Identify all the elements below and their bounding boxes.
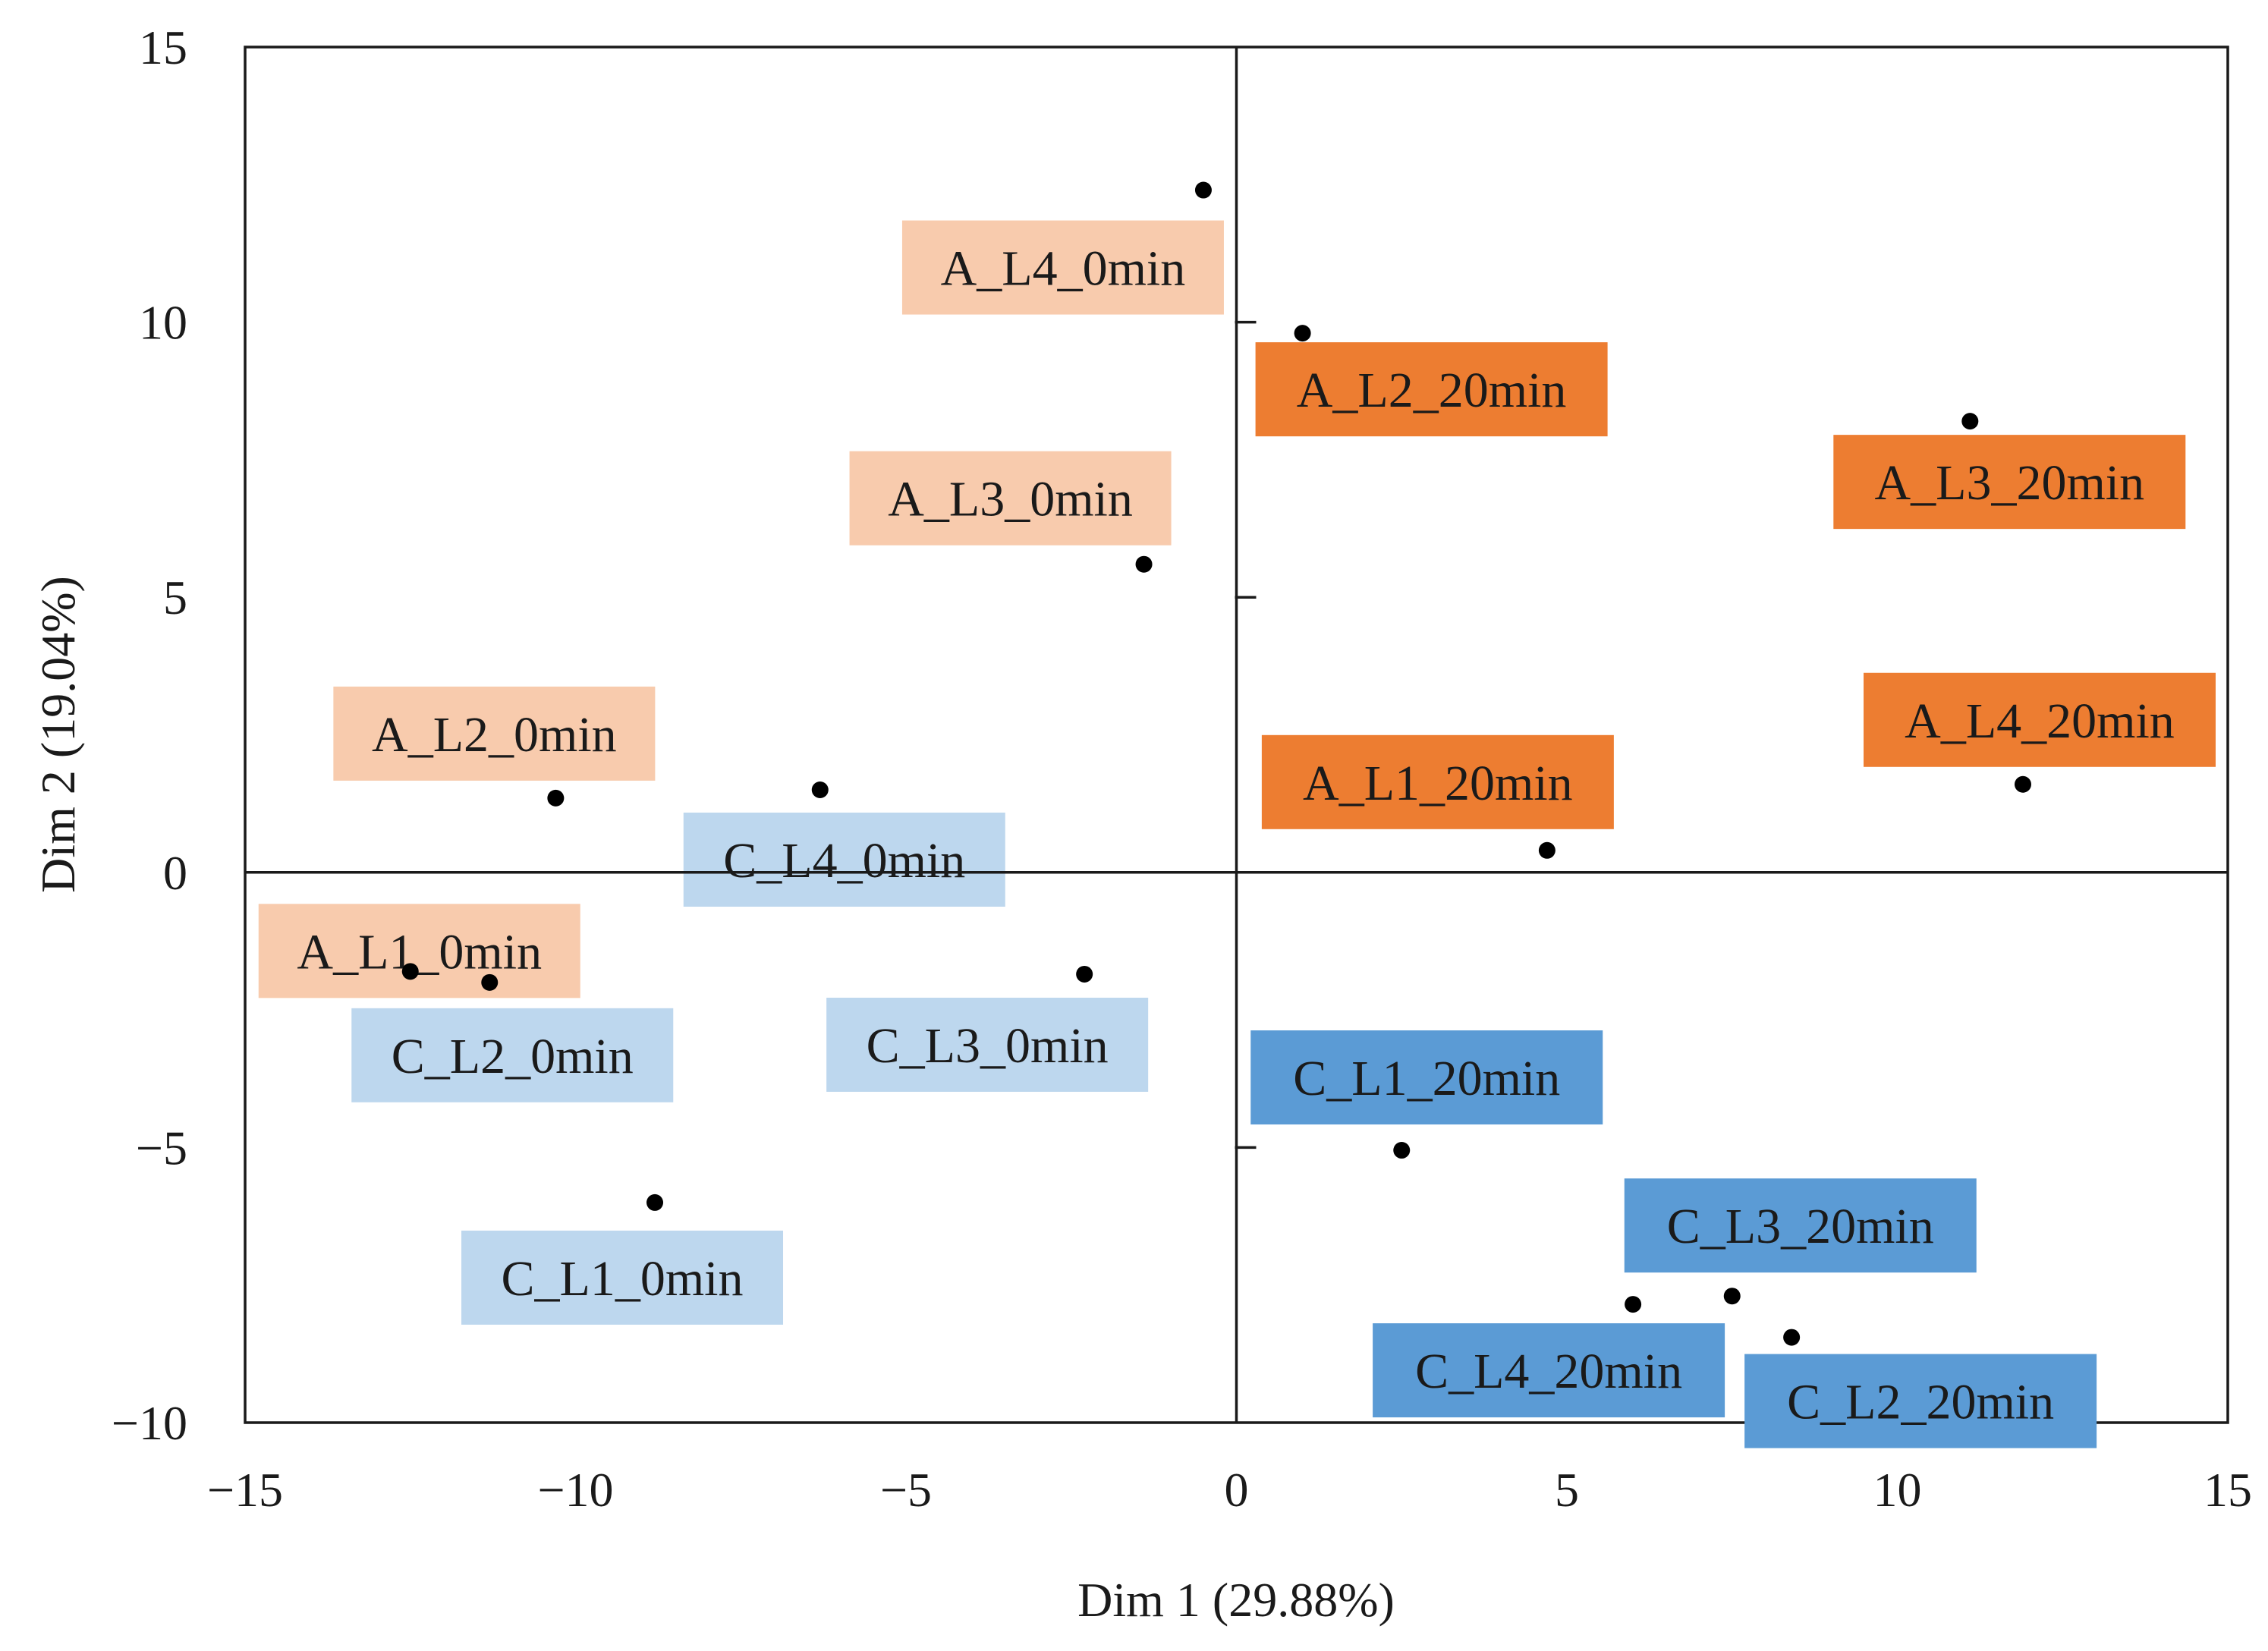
point-label-box <box>1833 435 2186 530</box>
point-label-a-l4-0min: A_L4_0min <box>901 220 1224 315</box>
point-labels: A_L1_0min A_L2_0min A_L3_0min A_L4_0min A_L1… <box>258 220 2216 1448</box>
point-marker <box>811 781 829 799</box>
y-tick-label: 10 <box>139 296 187 350</box>
x-axis-title: Dim 1 (29.88%) <box>1077 1573 1395 1627</box>
point-label-box <box>826 997 1149 1092</box>
x-tick-label: 15 <box>2204 1463 2252 1517</box>
x-tick-label: −10 <box>537 1463 613 1517</box>
point-label-c-l3-20min: C_L3_20min <box>1624 1178 1977 1273</box>
y-tick-label: 15 <box>139 20 187 74</box>
point-label-box <box>683 813 1005 907</box>
point-label-a-l2-20min: A_L2_20min <box>1255 342 1608 437</box>
point-label-text: A_L3_20min <box>1874 455 2144 511</box>
x-tick-label: 0 <box>1225 1463 1249 1517</box>
x-tick-label: −15 <box>207 1463 283 1517</box>
point-label-box <box>461 1230 784 1325</box>
y-axis-title: Dim 2 (19.04%) <box>31 576 85 893</box>
point-label-box <box>258 904 580 998</box>
point-marker <box>401 963 419 980</box>
point-label-text: A_L4_0min <box>941 241 1186 297</box>
axis-tick-marks <box>1235 320 1257 1149</box>
point-label-c-l4-20min: C_L4_20min <box>1373 1323 1725 1418</box>
point-label-box <box>351 1008 674 1102</box>
point-label-box <box>1250 1030 1603 1125</box>
point-marker <box>1625 1296 1642 1313</box>
point-label-text: C_L1_20min <box>1293 1051 1560 1106</box>
point-label-c-l1-0min: C_L1_0min <box>461 1230 784 1325</box>
y-tick-label: −5 <box>136 1121 187 1175</box>
point-label-text: C_L1_0min <box>502 1251 744 1307</box>
point-label-c-l1-20min: C_L1_20min <box>1250 1030 1603 1125</box>
x-tick-label: −5 <box>880 1463 932 1517</box>
point-label-text: A_L1_0min <box>297 924 542 980</box>
point-label-text: A_L1_20min <box>1303 756 1573 811</box>
x-tick-label: 5 <box>1555 1463 1579 1517</box>
point-label-box <box>849 451 1172 546</box>
point-marker <box>481 973 499 991</box>
x-tick-labels: −15 −10 −5 0 5 10 15 <box>207 1463 2252 1517</box>
y-tick-label: 5 <box>163 571 187 624</box>
point-marker <box>1538 841 1556 859</box>
point-label-box <box>1863 672 2216 767</box>
y-tick-label: 0 <box>163 846 187 900</box>
point-marker <box>547 789 565 807</box>
point-label-box <box>333 686 656 781</box>
point-label-text: A_L3_0min <box>888 472 1133 527</box>
point-marker <box>2014 775 2031 793</box>
point-marker <box>1135 555 1153 573</box>
point-label-text: C_L2_20min <box>1787 1375 2054 1430</box>
point-label-a-l1-0min: A_L1_0min <box>258 904 580 998</box>
point-label-c-l2-20min: C_L2_20min <box>1744 1354 2097 1448</box>
point-marker <box>1194 181 1212 199</box>
point-label-box <box>901 220 1224 315</box>
x-tick-label: 10 <box>1873 1463 1922 1517</box>
point-label-a-l2-0min: A_L2_0min <box>333 686 656 781</box>
y-tick-labels: −10 −5 0 5 10 15 <box>112 20 187 1450</box>
point-label-box <box>1624 1178 1977 1273</box>
point-marker <box>1076 965 1093 983</box>
point-label-text: C_L3_0min <box>867 1018 1109 1074</box>
point-markers <box>401 181 2031 1346</box>
point-label-box <box>1373 1323 1725 1418</box>
point-label-box <box>1261 734 1614 829</box>
y-tick-label: −10 <box>112 1396 187 1450</box>
point-marker <box>1723 1288 1741 1305</box>
point-label-a-l1-20min: A_L1_20min <box>1261 734 1614 829</box>
point-label-c-l4-0min: C_L4_0min <box>683 813 1005 907</box>
point-label-a-l4-20min: A_L4_20min <box>1863 672 2216 767</box>
point-label-c-l3-0min: C_L3_0min <box>826 997 1149 1092</box>
point-marker <box>1393 1142 1411 1159</box>
point-label-text: C_L4_20min <box>1415 1344 1682 1399</box>
point-marker <box>1961 413 1979 430</box>
point-label-a-l3-20min: A_L3_20min <box>1833 435 2186 530</box>
point-label-text: C_L2_0min <box>392 1029 634 1084</box>
point-label-text: C_L3_20min <box>1667 1199 1934 1254</box>
point-label-a-l3-0min: A_L3_0min <box>849 451 1172 546</box>
point-label-text: C_L4_0min <box>723 833 965 888</box>
point-label-text: A_L4_20min <box>1905 693 2175 749</box>
point-label-c-l2-0min: C_L2_0min <box>351 1008 674 1102</box>
point-label-text: A_L2_20min <box>1297 363 1567 418</box>
point-label-text: A_L2_0min <box>372 707 617 763</box>
point-label-box <box>1255 342 1608 437</box>
point-marker <box>646 1193 664 1211</box>
point-marker <box>1783 1329 1801 1346</box>
point-marker <box>1294 325 1311 342</box>
point-label-box <box>1744 1354 2097 1448</box>
